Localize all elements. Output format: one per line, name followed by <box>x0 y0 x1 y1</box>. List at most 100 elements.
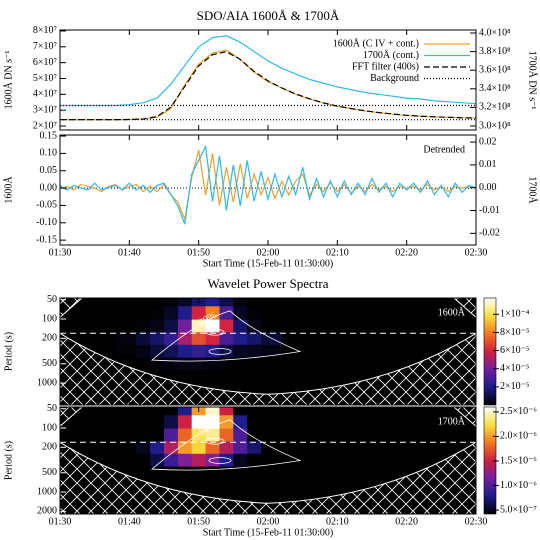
y2-tick-label: 4.0×10⁸ <box>479 27 511 38</box>
heatmap-cell <box>136 415 151 430</box>
heatmap-cell <box>219 344 234 358</box>
contour <box>205 437 225 445</box>
heatmap-cell <box>136 428 151 442</box>
heatmap-cell <box>233 415 248 430</box>
y-axis-label: Period (s) <box>3 332 14 371</box>
heatmap-cell <box>164 453 179 467</box>
heatmap-cell <box>233 319 248 333</box>
heatmap-cell <box>247 332 262 346</box>
heatmap-cell <box>219 357 234 371</box>
heatmap-cell <box>372 453 442 467</box>
heatmap-cell <box>281 306 318 321</box>
y-axis-label: 1600Å <box>2 176 14 204</box>
colorbar <box>483 297 497 406</box>
heatmap-cell <box>281 319 318 333</box>
heatmap-cell <box>205 298 220 307</box>
heatmap-cell <box>247 298 262 307</box>
colorbar-tick-label: 2.5×10⁻⁶ <box>500 406 537 417</box>
heatmap-cell <box>191 357 207 371</box>
x-tick-label: 02:00 <box>257 516 280 527</box>
x-tick-label: 01:40 <box>118 247 141 258</box>
heatmap-cell <box>316 415 373 430</box>
y-axis-label: Period (s) <box>3 441 14 480</box>
contour <box>208 457 232 464</box>
heatmap-cell <box>205 344 220 358</box>
y-tick-label: -0.10 <box>36 217 57 228</box>
heatmap-cell <box>316 319 373 333</box>
heatmap-cell <box>150 428 165 442</box>
heatmap-cell <box>150 441 165 455</box>
heatmap-cell <box>115 428 137 442</box>
legend-label: Background <box>370 73 419 84</box>
heatmap-cell <box>316 298 373 307</box>
heatmap-cell <box>177 453 193 467</box>
y-tick-label: 0.00 <box>40 182 58 193</box>
x-tick-label: 01:30 <box>49 516 72 527</box>
heatmap-cell <box>372 306 442 321</box>
heatmap-cell <box>164 466 179 480</box>
heatmap-cell <box>136 306 151 321</box>
y2-tick-label: 3.2×10⁸ <box>479 102 511 113</box>
heatmap-cell <box>150 415 165 430</box>
heatmap-cell <box>164 306 179 321</box>
heatmap-cell <box>136 453 151 467</box>
heatmap-cell <box>136 344 151 358</box>
heatmap-cell <box>219 441 234 455</box>
y-tick-label: 500 <box>42 358 57 369</box>
heatmap-cell <box>233 357 248 371</box>
heatmap-cell <box>261 344 283 358</box>
heatmap-cell <box>115 332 137 346</box>
heatmap-cell <box>115 319 137 333</box>
heatmap-cell <box>372 332 442 346</box>
x-tick-label: 02:30 <box>465 516 488 527</box>
heatmap-cell <box>261 428 283 442</box>
colorbar-tick-label: 5.0×10⁻⁷ <box>500 504 537 515</box>
x-tick-label: 02:30 <box>465 247 488 258</box>
heatmap-cell <box>233 407 248 416</box>
y-tick-label: 200 <box>42 333 57 344</box>
heatmap-cell <box>136 466 151 480</box>
heatmap-cell <box>205 357 220 371</box>
heatmap-cell <box>316 441 373 455</box>
heatmap-cell <box>233 441 248 455</box>
heatmap-cell <box>115 441 137 455</box>
legend-label: FFT filter (400s) <box>352 61 419 72</box>
heatmap-cell <box>281 415 318 430</box>
colorbar-tick-label: 1×10⁻⁴ <box>500 309 530 320</box>
y-tick-label: 7×10⁷ <box>33 41 58 52</box>
heatmap-cell <box>164 357 179 371</box>
y2-tick-label: 0.02 <box>479 136 497 147</box>
annotation: Detrended <box>423 144 465 155</box>
heatmap-cell <box>177 441 193 455</box>
heatmap-cell <box>115 298 137 307</box>
heatmap-cell <box>233 298 248 307</box>
heatmap-cell <box>205 306 220 321</box>
y-tick-label: 3×10⁷ <box>33 104 58 115</box>
y2-tick-label: 3.8×10⁸ <box>479 46 511 57</box>
colorbar-tick-label: 1.5×10⁻⁶ <box>500 455 537 466</box>
heatmap-cell <box>219 415 234 430</box>
y-tick-label: 100 <box>42 313 57 324</box>
x-tick-label: 02:10 <box>326 516 349 527</box>
heatmap-cell <box>372 319 442 333</box>
heatmap-cell <box>164 332 179 346</box>
heatmap-cell <box>247 466 262 480</box>
x-tick-label: 01:50 <box>187 516 210 527</box>
heatmap-cell <box>316 453 373 467</box>
heatmap-cell <box>164 407 179 416</box>
cone-of-influence <box>59 332 477 406</box>
y-tick-label: 500 <box>42 467 57 478</box>
heatmap-cell <box>80 441 116 455</box>
y-tick-label: 50 <box>47 403 57 414</box>
y-tick-label: 200 <box>42 442 57 453</box>
heatmap-cell <box>177 306 193 321</box>
heatmap-cell <box>191 306 207 321</box>
heatmap-cell <box>372 428 442 442</box>
heatmap-cell <box>247 306 262 321</box>
heatmap <box>60 298 476 371</box>
heatmap-cell <box>261 319 283 333</box>
heatmap-cell <box>115 415 137 430</box>
y-tick-label: 6×10⁷ <box>33 57 58 68</box>
annotation: 1600Å <box>438 306 466 318</box>
